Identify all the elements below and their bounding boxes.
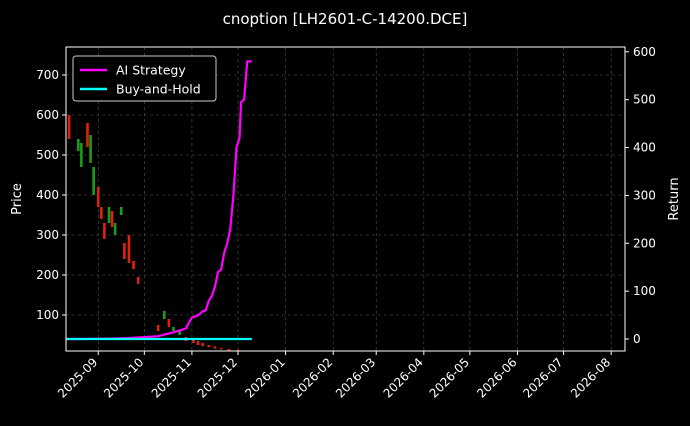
candle bbox=[103, 223, 106, 239]
candle bbox=[92, 167, 95, 195]
candle bbox=[67, 115, 71, 139]
candle bbox=[96, 187, 100, 207]
candle bbox=[132, 261, 135, 269]
x-tick-label: 2025-11 bbox=[149, 355, 194, 400]
y-left-tick-label: 600 bbox=[36, 108, 59, 122]
x-tick-label: 2026-05 bbox=[427, 355, 472, 400]
legend-label: Buy-and-Hold bbox=[116, 82, 201, 97]
y-right-tick-label: 600 bbox=[633, 45, 656, 59]
candle bbox=[196, 341, 200, 345]
y-right-tick-label: 100 bbox=[633, 284, 656, 298]
candle bbox=[227, 349, 231, 351]
y-left-tick-label: 700 bbox=[36, 68, 59, 82]
candle bbox=[127, 235, 131, 263]
candle bbox=[201, 343, 204, 347]
candlestick-series bbox=[67, 115, 240, 352]
x-tick-label: 2026-03 bbox=[333, 355, 378, 400]
y-right-tick-label: 400 bbox=[633, 141, 656, 155]
legend-box bbox=[72, 55, 217, 102]
candle bbox=[80, 143, 83, 167]
x-tick-label: 2025-12 bbox=[195, 355, 240, 400]
candle bbox=[119, 207, 123, 215]
candle bbox=[89, 135, 92, 163]
x-tick-label: 2026-06 bbox=[474, 355, 519, 400]
candle bbox=[207, 345, 211, 347]
x-tick-label: 2026-04 bbox=[381, 355, 426, 400]
candle bbox=[167, 319, 171, 327]
x-tick-label: 2026-02 bbox=[290, 355, 335, 400]
candle bbox=[100, 207, 103, 219]
y-axis-right-label: Return bbox=[667, 177, 682, 220]
line-series bbox=[66, 60, 252, 341]
candle bbox=[219, 347, 223, 350]
y-right-tick-label: 300 bbox=[633, 188, 656, 202]
y-right-tick-label: 200 bbox=[633, 236, 656, 250]
candle bbox=[172, 327, 175, 331]
legend: AI Strategy Buy-and-Hold bbox=[72, 55, 217, 102]
candle bbox=[76, 139, 80, 151]
y-left-tick-label: 100 bbox=[36, 308, 59, 322]
candle bbox=[123, 243, 126, 259]
legend-label: AI Strategy bbox=[116, 63, 186, 78]
candle bbox=[107, 207, 111, 223]
x-tick-label: 2025-10 bbox=[101, 355, 146, 400]
x-tick-label: 2026-08 bbox=[568, 355, 613, 400]
y-left-tick-label: 300 bbox=[36, 228, 59, 242]
y-left-tick-label: 500 bbox=[36, 148, 59, 162]
axes-frame bbox=[65, 46, 626, 352]
y-left-tick-label: 200 bbox=[36, 268, 59, 282]
candle bbox=[192, 339, 195, 343]
x-tick-label: 2026-01 bbox=[242, 355, 287, 400]
candle bbox=[213, 346, 217, 349]
x-tick-label: 2026-07 bbox=[520, 355, 565, 400]
candle bbox=[178, 331, 181, 335]
x-tick-label: 2025-09 bbox=[55, 355, 100, 400]
candle bbox=[156, 325, 160, 331]
candle bbox=[136, 277, 140, 284]
chart-title: cnoption [LH2601-C-14200.DCE] bbox=[223, 10, 468, 28]
candle bbox=[162, 311, 166, 319]
y-axis-left-label: Price bbox=[10, 183, 25, 215]
y-right-tick-label: 500 bbox=[633, 93, 656, 107]
candle bbox=[113, 223, 117, 235]
candle bbox=[86, 123, 89, 147]
candle bbox=[110, 211, 114, 227]
series-line-ai-strategy bbox=[66, 60, 252, 341]
y-left-tick-label: 400 bbox=[36, 188, 59, 202]
y-right-tick-label: 0 bbox=[633, 332, 641, 346]
